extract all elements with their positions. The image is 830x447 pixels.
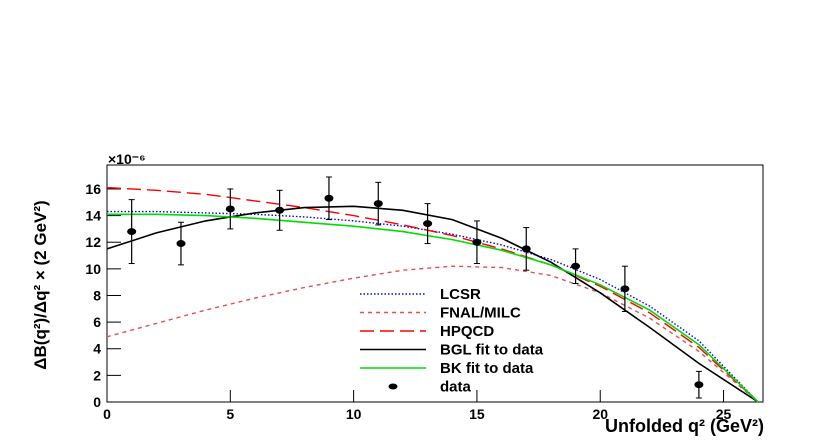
curve xyxy=(106,186,759,403)
x-tick-label: 15 xyxy=(469,406,485,422)
curve xyxy=(107,210,759,403)
curve xyxy=(106,265,759,403)
data-point xyxy=(521,245,531,253)
data-point xyxy=(225,205,235,213)
legend-label: BK fit to data xyxy=(440,360,534,377)
data-point xyxy=(324,194,334,202)
x-axis-label: Unfolded q² (GeV²) xyxy=(605,416,764,436)
data-point xyxy=(423,220,433,228)
x-tick-label: 0 xyxy=(103,406,111,422)
y-tick-label: 8 xyxy=(93,287,101,303)
y-tick-label: 6 xyxy=(93,314,101,330)
data-point xyxy=(373,200,383,208)
data-point xyxy=(571,262,581,270)
data-point xyxy=(694,381,704,389)
legend-label: HPQCD xyxy=(440,323,494,340)
legend-label: FNAL/MILC xyxy=(440,305,521,322)
y-axis-label: ΔB(q²)/Δq² × (2 GeV²) xyxy=(31,200,50,369)
plot-frame xyxy=(106,164,764,403)
y-tick-label: 12 xyxy=(85,234,101,250)
legend-marker xyxy=(388,383,398,390)
axis-multiplier: ×10⁻⁶ xyxy=(108,151,146,167)
legend-label: BGL fit to data xyxy=(440,342,544,359)
data-point xyxy=(472,238,482,246)
x-tick-label: 10 xyxy=(346,406,362,422)
y-tick-label: 14 xyxy=(85,208,101,224)
curve xyxy=(107,213,759,403)
data-point xyxy=(176,240,186,248)
y-tick-label: 10 xyxy=(85,261,101,277)
x-tick-label: 5 xyxy=(226,406,234,422)
data-point xyxy=(275,206,285,214)
y-tick-label: 0 xyxy=(93,394,101,410)
y-tick-label: 2 xyxy=(93,367,101,383)
data-point xyxy=(127,228,137,236)
x-tick-label: 25 xyxy=(716,406,732,422)
legend-label: data xyxy=(440,379,472,396)
y-tick-label: 4 xyxy=(93,341,101,357)
data-point xyxy=(620,285,630,293)
x-tick-label: 20 xyxy=(592,406,608,422)
legend-label: LCSR xyxy=(440,286,481,303)
y-tick-label: 16 xyxy=(85,181,101,197)
